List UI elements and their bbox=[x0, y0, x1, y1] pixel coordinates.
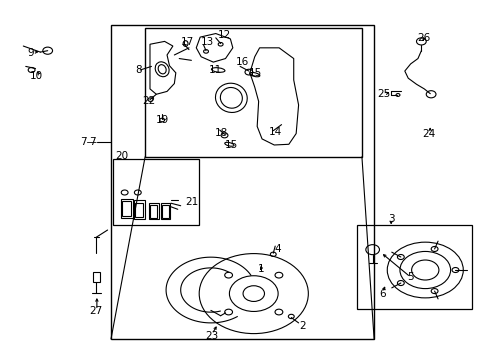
Text: 16: 16 bbox=[236, 57, 249, 67]
Bar bbox=[150, 204, 157, 217]
Text: 18: 18 bbox=[215, 128, 228, 138]
Text: 14: 14 bbox=[269, 127, 282, 137]
Text: 8: 8 bbox=[135, 65, 142, 75]
Text: 22: 22 bbox=[142, 96, 155, 107]
Bar bbox=[161, 203, 171, 219]
Text: 3: 3 bbox=[388, 214, 394, 224]
Bar bbox=[135, 203, 143, 217]
Text: 12: 12 bbox=[218, 30, 231, 40]
Text: 13: 13 bbox=[200, 37, 214, 48]
Text: 23: 23 bbox=[205, 332, 219, 342]
Text: 1: 1 bbox=[258, 264, 265, 274]
Bar bbox=[357, 225, 471, 309]
Text: 10: 10 bbox=[30, 71, 43, 81]
Text: 4: 4 bbox=[275, 244, 281, 253]
Text: 25: 25 bbox=[377, 89, 391, 99]
Bar bbox=[93, 272, 100, 282]
Text: 7—: 7— bbox=[80, 138, 97, 148]
Text: 7: 7 bbox=[89, 138, 96, 148]
Bar bbox=[149, 203, 159, 219]
Text: 6: 6 bbox=[379, 289, 386, 298]
Text: 15: 15 bbox=[225, 140, 238, 150]
Text: 20: 20 bbox=[115, 151, 128, 161]
Bar bbox=[114, 158, 199, 225]
Text: 24: 24 bbox=[422, 129, 436, 139]
Text: 26: 26 bbox=[417, 33, 431, 43]
Bar bbox=[145, 28, 362, 157]
Text: 17: 17 bbox=[181, 37, 194, 48]
Bar bbox=[162, 204, 169, 217]
Text: 27: 27 bbox=[89, 306, 102, 316]
Text: 21: 21 bbox=[185, 197, 198, 207]
Text: 15: 15 bbox=[249, 68, 262, 78]
Text: 9: 9 bbox=[27, 48, 34, 58]
Text: 5: 5 bbox=[407, 272, 414, 282]
Text: 11: 11 bbox=[209, 65, 222, 75]
Bar bbox=[111, 24, 374, 339]
Bar bbox=[122, 202, 131, 216]
Text: 19: 19 bbox=[155, 115, 169, 125]
Text: 2: 2 bbox=[299, 321, 306, 331]
